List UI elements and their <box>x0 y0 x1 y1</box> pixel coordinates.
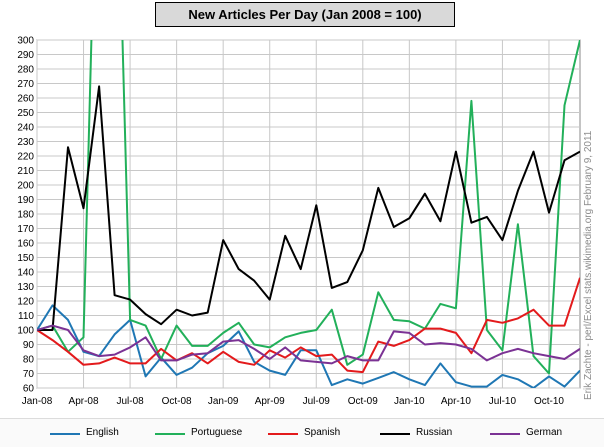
x-tick-label: Apr-08 <box>69 396 99 407</box>
y-tick-label: 90 <box>23 340 35 351</box>
legend-swatch <box>380 433 410 435</box>
y-tick-label: 170 <box>17 224 34 235</box>
series-line-portuguese <box>37 40 580 375</box>
y-tick-label: 210 <box>17 166 34 177</box>
x-tick-label: Jan-10 <box>394 396 425 407</box>
legend: English Portuguese Spanish Russian German <box>0 418 604 447</box>
legend-label: English <box>86 427 119 438</box>
legend-label: Portuguese <box>191 427 243 438</box>
x-tick-label: Jan-09 <box>208 396 239 407</box>
y-tick-label: 220 <box>17 152 34 163</box>
series-line-russian <box>37 85 580 331</box>
series-line-german <box>37 324 580 365</box>
y-tick-label: 150 <box>17 253 34 264</box>
y-tick-label: 70 <box>23 369 35 380</box>
x-tick-label: Jul-09 <box>303 396 331 407</box>
y-tick-label: 110 <box>18 311 34 322</box>
y-tick-label: 140 <box>17 268 34 279</box>
legend-swatch <box>490 433 520 435</box>
legend-swatch <box>155 433 185 435</box>
y-tick-label: 60 <box>23 384 35 395</box>
series-line-english <box>37 304 580 388</box>
x-tick-label: Oct-08 <box>162 396 192 407</box>
x-tick-label: Jul-08 <box>116 396 144 407</box>
y-tick-label: 280 <box>17 65 34 76</box>
chart-title: New Articles Per Day (Jan 2008 = 100) <box>155 2 455 27</box>
x-tick-label: Jul-10 <box>489 396 517 407</box>
y-tick-label: 240 <box>17 123 34 134</box>
plot-area: 60 70 80 90 100 110 120 130 140 150 160 170 180 190 20… <box>17 36 581 407</box>
y-tick-label: 190 <box>17 195 34 206</box>
y-tick-label: 270 <box>17 79 34 90</box>
credit-note: Erik Zachte - perl/Excel stats.wikimedia… <box>583 130 594 400</box>
y-tick-label: 130 <box>17 282 34 293</box>
y-tick-label: 160 <box>17 239 34 250</box>
y-tick-label: 260 <box>17 94 34 105</box>
legend-label: Russian <box>416 427 453 438</box>
legend-swatch <box>50 433 80 435</box>
y-tick-label: 80 <box>23 355 35 366</box>
x-tick-label: Oct-09 <box>348 396 378 407</box>
x-tick-label: Jan-08 <box>22 396 53 407</box>
y-tick-label: 250 <box>17 108 34 119</box>
y-tick-label: 200 <box>17 181 34 192</box>
x-tick-label: Apr-10 <box>441 396 471 407</box>
y-tick-label: 300 <box>17 36 34 47</box>
legend-swatch <box>268 433 298 435</box>
x-tick-label: Apr-09 <box>255 396 285 407</box>
y-tick-label: 290 <box>17 50 34 61</box>
y-tick-label: 120 <box>17 297 34 308</box>
y-tick-label: 100 <box>17 326 34 337</box>
series-line-spanish <box>37 277 580 374</box>
y-tick-label: 230 <box>17 137 34 148</box>
x-tick-label: Oct-10 <box>534 396 564 407</box>
y-tick-label: 180 <box>17 210 34 221</box>
legend-label: German <box>526 427 563 438</box>
legend-label: Spanish <box>304 427 341 438</box>
